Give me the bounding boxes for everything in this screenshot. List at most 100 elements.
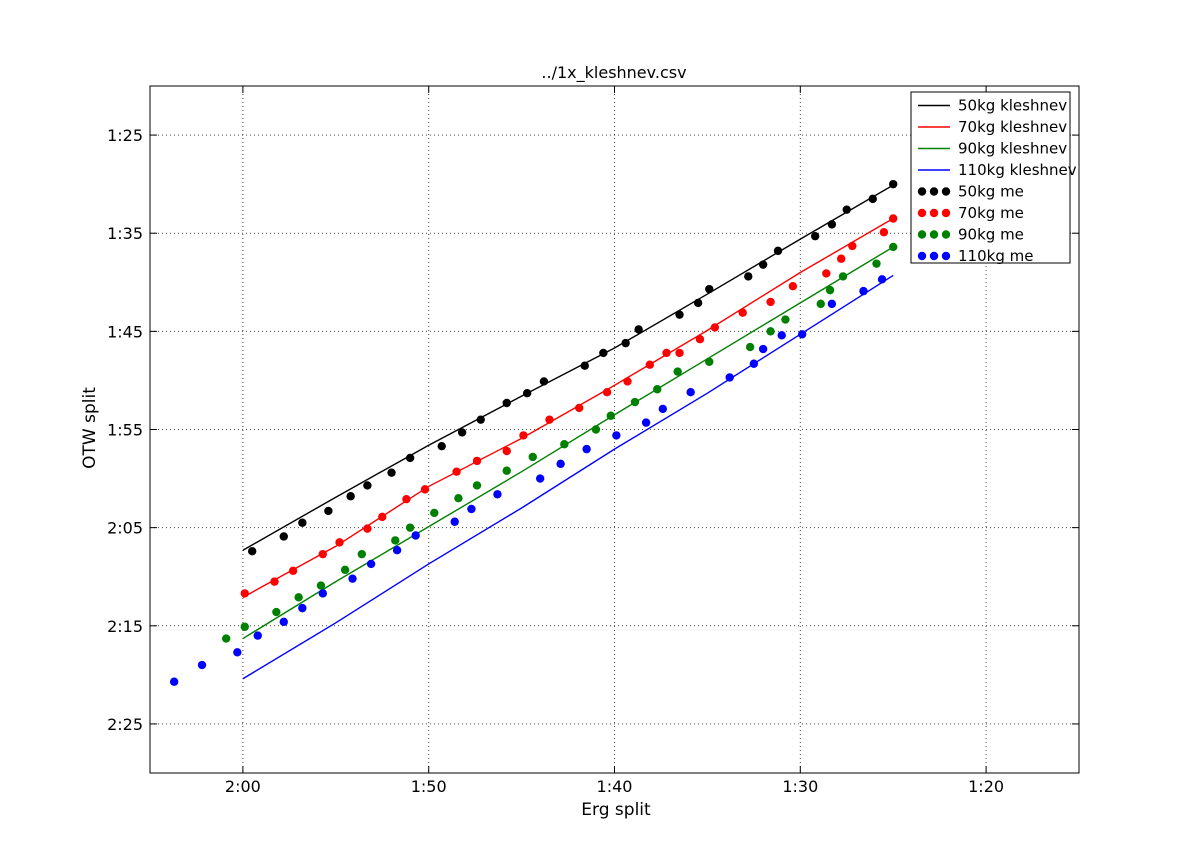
data-point xyxy=(797,330,807,339)
data-point xyxy=(623,377,632,386)
data-point xyxy=(630,397,640,407)
data-point xyxy=(247,546,257,556)
data-point xyxy=(467,504,476,514)
series-scatter-50kg-me xyxy=(247,179,898,556)
data-point xyxy=(405,453,415,463)
data-point xyxy=(710,323,720,332)
data-point xyxy=(725,373,734,382)
legend-entry: 90kg kleshnev xyxy=(918,140,1067,158)
data-point xyxy=(599,348,608,358)
legend-label: 90kg me xyxy=(958,226,1024,244)
data-point xyxy=(472,456,482,466)
data-point xyxy=(348,574,357,583)
data-point xyxy=(169,677,179,686)
data-point xyxy=(758,260,768,269)
data-point xyxy=(502,398,511,408)
data-point xyxy=(279,617,288,627)
data-point xyxy=(612,431,621,440)
data-point xyxy=(378,512,387,522)
data-point xyxy=(298,603,307,613)
data-point xyxy=(430,508,439,518)
data-point xyxy=(420,485,430,494)
y-tick-label: 2:05 xyxy=(107,519,143,538)
series-line-50kg-kleshnev xyxy=(242,184,894,551)
data-point xyxy=(335,538,344,547)
series-line-110kg-kleshnev xyxy=(242,274,894,680)
data-point xyxy=(316,581,326,590)
data-point xyxy=(279,532,288,541)
data-point xyxy=(591,425,601,434)
x-tick-label: 2:00 xyxy=(225,777,261,796)
data-point xyxy=(437,441,446,451)
data-point xyxy=(788,282,798,291)
y-tick-label: 1:25 xyxy=(107,126,143,145)
data-point xyxy=(877,275,887,284)
data-point xyxy=(675,310,684,319)
data-point xyxy=(452,467,461,476)
data-point xyxy=(457,428,467,437)
data-point xyxy=(387,468,396,477)
data-point xyxy=(294,593,303,602)
data-point xyxy=(848,241,857,251)
x-tick-label: 1:20 xyxy=(968,777,1004,796)
legend-dot-sample xyxy=(929,208,939,218)
data-point xyxy=(366,559,376,569)
legend-dot-sample xyxy=(917,208,927,218)
y-tick-label: 1:55 xyxy=(107,421,143,440)
legend-entry: 50kg me xyxy=(917,183,1024,201)
data-point xyxy=(889,214,898,223)
data-point xyxy=(519,431,528,440)
legend-box: 50kg kleshnev 70kg kleshnev 90kg kleshnev 1… xyxy=(910,91,1077,265)
data-point xyxy=(574,403,584,413)
data-point xyxy=(745,342,755,352)
data-point xyxy=(653,385,662,394)
data-point xyxy=(272,607,281,617)
legend-dot-sample xyxy=(929,187,939,196)
legend-dot-sample xyxy=(929,230,939,239)
data-point xyxy=(889,179,898,189)
data-point xyxy=(288,566,298,576)
data-point xyxy=(810,231,820,241)
data-point xyxy=(450,517,459,526)
data-point xyxy=(580,361,589,370)
data-point xyxy=(705,357,714,366)
legend-entry: 90kg me xyxy=(917,226,1024,244)
data-point xyxy=(298,518,307,527)
x-tick-label: 1:50 xyxy=(411,777,447,796)
data-point xyxy=(879,228,889,237)
data-point xyxy=(545,415,554,424)
tick-labels-layer: 2:00 1:50 1:40 1:30 1:20 1:25 1:35 1:45 1:55 2:05… xyxy=(107,126,1004,796)
data-point xyxy=(836,254,846,263)
data-point xyxy=(253,631,262,640)
data-point xyxy=(606,411,615,420)
data-point xyxy=(324,506,333,516)
data-point xyxy=(454,494,463,503)
legend-label: 110kg kleshnev xyxy=(958,161,1077,179)
series-scatter-70kg-me xyxy=(240,214,898,598)
data-point xyxy=(556,459,565,469)
data-point xyxy=(838,272,848,281)
legend-entry: 50kg kleshnev xyxy=(918,97,1067,115)
legend-dot-sample xyxy=(941,187,951,196)
data-point xyxy=(758,344,768,354)
data-point xyxy=(233,648,242,657)
data-point xyxy=(522,388,532,398)
series-scatter-90kg-me xyxy=(221,242,898,643)
legend-entry: 70kg kleshnev xyxy=(918,118,1067,136)
data-point xyxy=(872,259,881,268)
legend-dot-sample xyxy=(941,230,951,239)
legend-dot-sample xyxy=(917,230,927,239)
ticks-layer xyxy=(150,86,1079,773)
data-point xyxy=(528,452,537,462)
x-tick-label: 1:30 xyxy=(782,777,818,796)
series-layer xyxy=(169,179,898,686)
data-point xyxy=(392,546,402,555)
data-point xyxy=(749,359,759,368)
legend-label: 50kg me xyxy=(958,183,1024,201)
data-point xyxy=(621,338,630,348)
data-point xyxy=(221,634,231,643)
data-point xyxy=(582,444,591,454)
data-point xyxy=(363,481,372,490)
